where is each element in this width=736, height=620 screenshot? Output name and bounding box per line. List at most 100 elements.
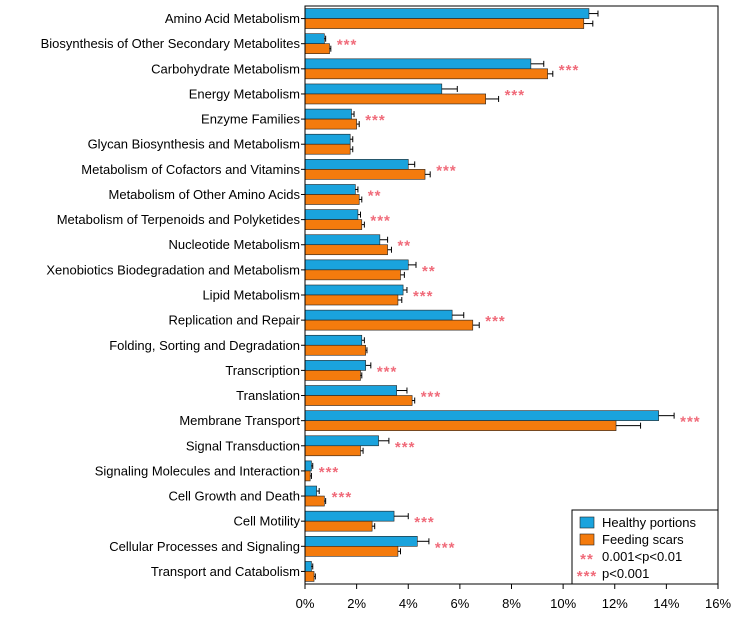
significance-marker-9: **: [397, 238, 411, 255]
bar-healthy-16: [304, 410, 659, 421]
category-label-22: Transport and Catabolism: [151, 564, 300, 579]
significance-marker-14: ***: [377, 363, 398, 380]
significance-marker-10: **: [422, 263, 436, 280]
bar-feeding-17: [304, 445, 361, 457]
legend-label-0: Healthy portions: [602, 515, 696, 530]
category-label-4: Enzyme Families: [201, 112, 300, 127]
bar-healthy-13: [304, 334, 363, 346]
bar-healthy-0: [304, 8, 590, 19]
category-label-20: Cell Motility: [234, 514, 301, 529]
bar-healthy-4: [304, 108, 352, 120]
significance-marker-4: ***: [365, 112, 386, 129]
significance-marker-3: ***: [505, 87, 526, 104]
x-tick-label-4: 8%: [502, 596, 521, 611]
bar-healthy-15: [304, 385, 397, 396]
legend-label-3: p<0.001: [602, 566, 649, 581]
bar-feeding-2: [304, 68, 548, 80]
significance-marker-21: ***: [435, 539, 456, 556]
significance-marker-8: ***: [370, 213, 391, 230]
bar-feeding-19: [304, 495, 325, 507]
legend-swatch-0: [579, 516, 595, 529]
bar-feeding-16: [304, 420, 617, 431]
legend-box: [571, 509, 719, 585]
bar-healthy-3: [304, 83, 443, 95]
bar-feeding-6: [304, 169, 426, 180]
y-axis: Amino Acid Metabolism Biosynthesis of Oth…: [41, 11, 305, 579]
bar-feeding-11: [304, 294, 399, 306]
legend-marker-3: ***: [577, 568, 598, 585]
bar-healthy-22: [304, 561, 312, 572]
bar-healthy-9: [304, 234, 381, 246]
category-label-7: Metabolism of Other Amino Acids: [109, 187, 301, 202]
bar-feeding-10: [304, 269, 401, 281]
significance-marker-6: ***: [436, 162, 457, 179]
bar-feeding-0: [304, 18, 585, 29]
category-label-14: Transcription: [225, 363, 300, 378]
legend-label-2: 0.001<p<0.01: [602, 549, 682, 564]
legend: Healthy portions Feeding scars ** 0.001<p<0…: [571, 509, 719, 585]
x-tick-label-8: 16%: [705, 596, 731, 611]
category-label-13: Folding, Sorting and Degradation: [109, 338, 300, 353]
x-tick-label-6: 12%: [602, 596, 628, 611]
significance-marker-18: ***: [319, 464, 340, 481]
bar-feeding-4: [304, 118, 357, 130]
bar-healthy-1: [304, 33, 325, 44]
category-label-2: Carbohydrate Metabolism: [151, 61, 300, 76]
bar-healthy-7: [304, 184, 356, 195]
x-tick-label-3: 6%: [450, 596, 469, 611]
bar-healthy-11: [304, 284, 404, 296]
category-label-16: Membrane Transport: [179, 413, 300, 428]
bar-healthy-19: [304, 485, 317, 497]
bar-feeding-13: [304, 344, 366, 356]
bar-healthy-2: [304, 58, 532, 70]
x-tick-label-0: 0%: [296, 596, 315, 611]
bar-feeding-8: [304, 219, 363, 230]
category-label-3: Energy Metabolism: [189, 86, 300, 101]
bar-healthy-21: [304, 536, 418, 547]
bar-feeding-9: [304, 244, 388, 256]
bar-healthy-8: [304, 209, 359, 220]
significance-marker-17: ***: [395, 439, 416, 456]
category-label-21: Cellular Processes and Signaling: [109, 539, 300, 554]
plot-bars: ****************************************…: [304, 8, 701, 582]
bar-feeding-15: [304, 395, 413, 406]
bar-feeding-21: [304, 546, 399, 557]
significance-marker-20: ***: [414, 514, 435, 531]
bar-feeding-1: [304, 43, 330, 54]
bar-healthy-17: [304, 435, 379, 447]
significance-marker-1: ***: [337, 37, 358, 54]
significance-marker-2: ***: [559, 62, 580, 79]
category-label-11: Lipid Metabolism: [202, 288, 300, 303]
category-label-10: Xenobiotics Biodegradation and Metabolis…: [46, 262, 300, 277]
bar-feeding-12: [304, 319, 474, 331]
bar-feeding-22: [304, 571, 315, 582]
bar-healthy-20: [304, 510, 395, 522]
bar-feeding-5: [304, 143, 351, 155]
significance-marker-11: ***: [413, 288, 434, 305]
x-axis: 0% 2% 4% 6% 8% 10% 12% 14% 16%: [296, 584, 731, 611]
category-label-19: Cell Growth and Death: [168, 489, 300, 504]
category-label-8: Metabolism of Terpenoids and Polyketides: [57, 212, 301, 227]
category-label-9: Nucleotide Metabolism: [168, 237, 300, 252]
bar-feeding-14: [304, 370, 361, 381]
x-tick-label-7: 14%: [653, 596, 679, 611]
bar-healthy-6: [304, 159, 409, 170]
significance-marker-16: ***: [680, 414, 701, 431]
significance-marker-12: ***: [485, 313, 506, 330]
x-tick-label-1: 2%: [347, 596, 366, 611]
bar-healthy-18: [304, 460, 312, 472]
category-label-17: Signal Transduction: [186, 438, 300, 453]
bar-feeding-20: [304, 520, 373, 532]
legend-marker-2: **: [580, 551, 594, 568]
bar-feeding-18: [304, 470, 311, 482]
category-label-1: Biosynthesis of Other Secondary Metaboli…: [41, 36, 301, 51]
significance-marker-7: **: [368, 187, 382, 204]
significance-marker-19: ***: [332, 489, 353, 506]
category-label-12: Replication and Repair: [168, 313, 300, 328]
category-label-6: Metabolism of Cofactors and Vitamins: [81, 162, 300, 177]
x-tick-label-5: 10%: [550, 596, 576, 611]
category-label-15: Translation: [236, 388, 300, 403]
bar-healthy-12: [304, 309, 453, 321]
category-label-18: Signaling Molecules and Interaction: [95, 463, 300, 478]
